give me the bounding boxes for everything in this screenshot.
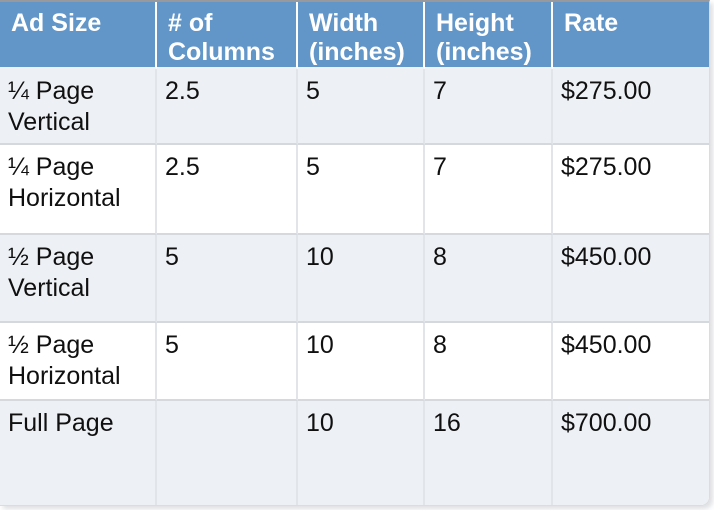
cell-rate: $450.00 — [553, 235, 709, 323]
cell-width: 5 — [298, 69, 425, 145]
table-row: ½ Page Vertical 5 10 8 $450.00 — [0, 235, 709, 323]
column-header-width: Width (inches) — [298, 2, 425, 69]
cell-width: 10 — [298, 235, 425, 323]
cell-num-columns: 5 — [157, 323, 298, 401]
cell-ad-size: Full Page — [0, 401, 157, 505]
table-row: ½ Page Horizontal 5 10 8 $450.00 — [0, 323, 709, 401]
column-header-ad-size: Ad Size — [0, 2, 157, 69]
cell-height: 16 — [425, 401, 553, 505]
cell-rate: $275.00 — [553, 145, 709, 235]
table-row: Full Page 10 16 $700.00 — [0, 401, 709, 505]
cell-height: 8 — [425, 235, 553, 323]
cell-height: 7 — [425, 69, 553, 145]
column-header-num-columns: # of Columns — [157, 2, 298, 69]
column-header-height: Height (inches) — [425, 2, 553, 69]
cell-height: 8 — [425, 323, 553, 401]
column-header-rate: Rate — [553, 2, 709, 69]
table-body: ¼ Page Vertical 2.5 5 7 $275.00 ¼ Page Horizo… — [0, 69, 709, 505]
cell-width: 10 — [298, 401, 425, 505]
cell-width: 10 — [298, 323, 425, 401]
cell-height: 7 — [425, 145, 553, 235]
ad-rates-table: Ad Size # of Columns Width (inches) Height … — [0, 2, 709, 505]
cell-num-columns — [157, 401, 298, 505]
cell-num-columns: 5 — [157, 235, 298, 323]
table-row: ¼ Page Horizontal 2.5 5 7 $275.00 — [0, 145, 709, 235]
cell-ad-size: ¼ Page Horizontal — [0, 145, 157, 235]
table-header-row: Ad Size # of Columns Width (inches) Height … — [0, 2, 709, 69]
cell-num-columns: 2.5 — [157, 145, 298, 235]
cell-ad-size: ½ Page Vertical — [0, 235, 157, 323]
cell-rate: $275.00 — [553, 69, 709, 145]
cell-width: 5 — [298, 145, 425, 235]
cell-rate: $700.00 — [553, 401, 709, 505]
cell-ad-size: ¼ Page Vertical — [0, 69, 157, 145]
cell-rate: $450.00 — [553, 323, 709, 401]
table-row: ¼ Page Vertical 2.5 5 7 $275.00 — [0, 69, 709, 145]
cell-num-columns: 2.5 — [157, 69, 298, 145]
cell-ad-size: ½ Page Horizontal — [0, 323, 157, 401]
